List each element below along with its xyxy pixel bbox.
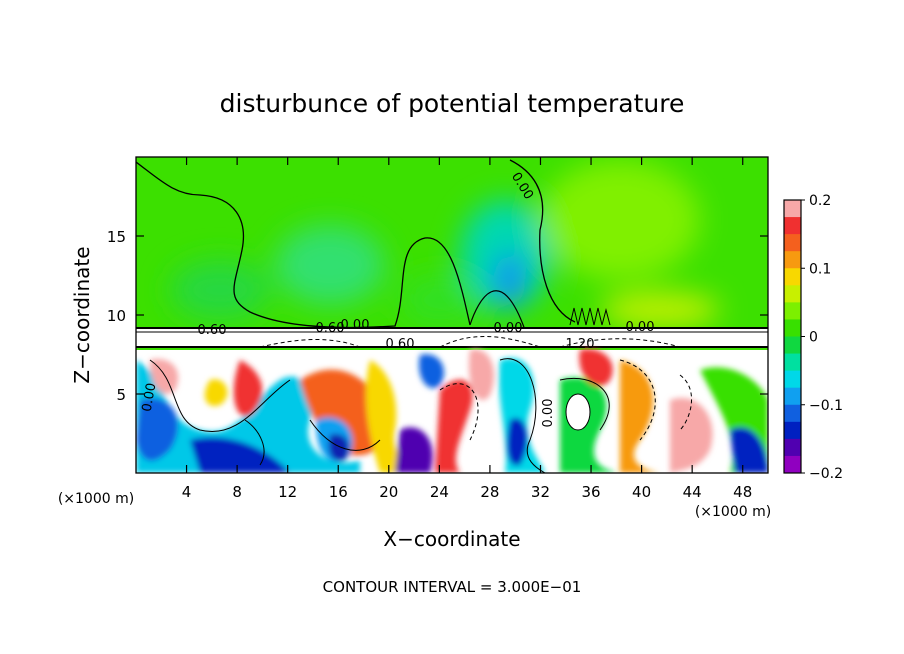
x-tick-label: 12	[278, 483, 297, 501]
colorbar-swatch	[784, 234, 801, 252]
contour-label: 0.60	[198, 323, 227, 338]
colorbar-swatch	[784, 285, 801, 303]
colorbar-swatch	[784, 200, 801, 218]
colorbar-swatch	[784, 438, 801, 457]
x-axis-label: X−coordinate	[383, 527, 520, 551]
y-tick-label: 10	[107, 307, 126, 325]
colorbar: 0.2 0.1 0 −0.1 −0.2	[783, 193, 843, 482]
x-tick-label: 32	[531, 483, 550, 501]
colorbar-tick-label: 0	[809, 330, 818, 346]
x-tick-label: 24	[430, 483, 449, 501]
contour-label: 0.00	[626, 320, 655, 335]
contour-label: 0.60	[386, 337, 415, 352]
colorbar-swatch	[784, 455, 801, 474]
colorbar-swatch	[784, 251, 801, 269]
x-axis: 4 8 12 16 20 24 28 32 36 40 44 48	[182, 157, 752, 501]
colorbar-tick-label: 0.1	[809, 261, 831, 277]
y-axis-label: Z−coordinate	[70, 246, 94, 383]
contour-label: 0.00	[541, 399, 556, 428]
x-tick-label: 8	[232, 483, 242, 501]
contour-label: 0.00	[341, 318, 370, 333]
y-tick-label: 5	[116, 386, 126, 404]
y-axis: 5 10 15	[107, 228, 768, 404]
contour-label: 1.20	[566, 337, 595, 352]
x-tick-label: 44	[683, 483, 702, 501]
chart-title: disturbunce of potential temperature	[220, 89, 685, 118]
x-unit-right: (×1000 m)	[695, 504, 771, 520]
x-tick-label: 16	[329, 483, 348, 501]
contour-label: 0.00	[140, 382, 160, 413]
contour-interval-note: CONTOUR INTERVAL = 3.000E−01	[323, 578, 582, 596]
colorbar-swatch	[784, 319, 801, 337]
contour-field	[136, 157, 768, 473]
colorbar-swatch	[784, 302, 801, 320]
contour-label: 0.60	[316, 321, 345, 336]
y-tick-label: 15	[107, 228, 126, 246]
colorbar-tick-label: −0.2	[809, 466, 843, 482]
colorbar-swatch	[784, 217, 801, 235]
x-tick-label: 28	[480, 483, 499, 501]
colorbar-swatch	[784, 387, 801, 406]
colorbar-swatch	[784, 353, 801, 372]
x-unit-left: (×1000 m)	[58, 491, 134, 507]
colorbar-swatch	[784, 336, 801, 355]
colorbar-swatch	[784, 370, 801, 389]
colorbar-swatch	[784, 268, 801, 286]
colorbar-swatch	[784, 404, 801, 423]
x-tick-label: 40	[632, 483, 651, 501]
colorbar-swatch	[784, 421, 801, 440]
colorbar-tick-label: 0.2	[809, 193, 831, 209]
x-tick-label: 20	[379, 483, 398, 501]
x-tick-label: 4	[182, 483, 192, 501]
x-tick-label: 48	[733, 483, 752, 501]
colorbar-tick-label: −0.1	[809, 398, 843, 414]
x-tick-label: 36	[581, 483, 600, 501]
contour-label: 0.00	[494, 321, 523, 336]
